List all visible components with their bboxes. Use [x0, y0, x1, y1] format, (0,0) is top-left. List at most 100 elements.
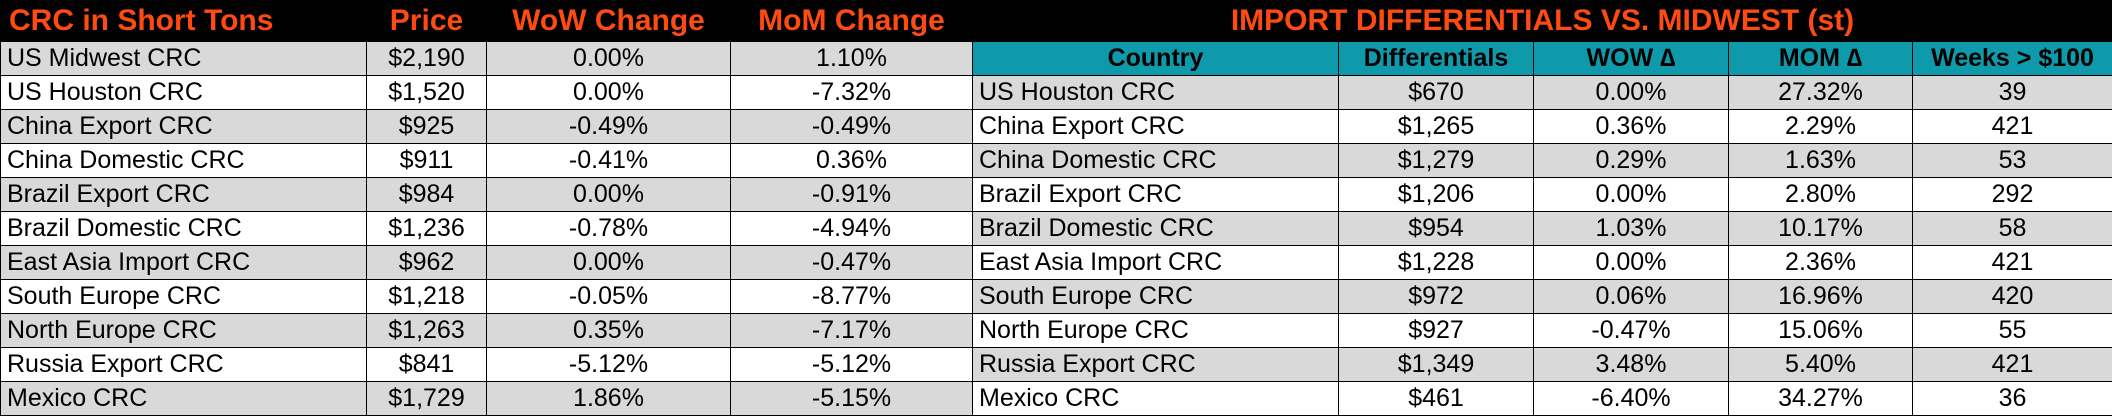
cell-diff: $927: [1338, 313, 1534, 348]
cell-wow: -0.49%: [486, 109, 731, 144]
import-differentials-table: IMPORT DIFFERENTIALS VS. MIDWEST (st) Co…: [971, 0, 2112, 416]
cell-wow: 0.00%: [486, 245, 731, 280]
cell-price: $1,263: [366, 313, 487, 348]
cell-wow: -6.40%: [1533, 381, 1729, 416]
cell-mom: 2.80%: [1728, 177, 1913, 212]
header-cell: MOM ∆: [1728, 41, 1913, 76]
cell-mom: 1.10%: [730, 41, 973, 76]
cell-diff: $954: [1338, 211, 1534, 246]
cell-mom: 34.27%: [1728, 381, 1913, 416]
cell-price: $962: [366, 245, 487, 280]
cell-name: China Export CRC: [972, 109, 1339, 144]
header-cell: Weeks > $100: [1911, 41, 2112, 76]
cell-diff: $1,279: [1338, 143, 1534, 178]
header-row: CRC in Short Tons Price WoW Change MoM C…: [0, 0, 973, 42]
cell-diff: $461: [1338, 381, 1534, 416]
cell-mom: 16.96%: [1728, 279, 1913, 314]
cell-mom: 1.63%: [1728, 143, 1913, 178]
cell-wow: 0.36%: [1533, 109, 1729, 144]
cell-mom: -8.77%: [730, 279, 973, 314]
cell-price: $2,190: [366, 41, 487, 76]
cell-price: $1,520: [366, 75, 487, 110]
subheader-row: Country Differentials WOW ∆ MOM ∆ Weeks …: [972, 41, 2112, 76]
cell-wow: 0.35%: [486, 313, 731, 348]
cell-mom: -7.17%: [730, 313, 973, 348]
cell-price: $911: [366, 143, 487, 178]
cell-price: $925: [366, 109, 487, 144]
table-row: China Domestic CRC $911 -0.41% 0.36%: [0, 143, 973, 178]
cell-mom: 0.36%: [730, 143, 973, 178]
cell-name: China Export CRC: [0, 109, 367, 144]
header-cell: Differentials: [1338, 41, 1534, 76]
cell-name: North Europe CRC: [0, 313, 367, 348]
cell-wow: 0.00%: [1533, 177, 1729, 212]
cell-mom: -4.94%: [730, 211, 973, 246]
cell-name: South Europe CRC: [972, 279, 1339, 314]
table-row: South Europe CRC $972 0.06% 16.96% 420: [972, 279, 2112, 314]
table-row: US Midwest CRC $2,190 0.00% 1.10%: [0, 41, 973, 76]
cell-weeks: 39: [1911, 75, 2112, 110]
cell-mom: 27.32%: [1728, 75, 1913, 110]
cell-mom: -5.12%: [730, 347, 973, 382]
cell-weeks: 421: [1911, 245, 2112, 280]
table-row: South Europe CRC $1,218 -0.05% -8.77%: [0, 279, 973, 314]
table-title: IMPORT DIFFERENTIALS VS. MIDWEST (st): [971, 0, 2112, 42]
table-row: North Europe CRC $927 -0.47% 15.06% 55: [972, 313, 2112, 348]
cell-wow: 0.29%: [1533, 143, 1729, 178]
cell-wow: 3.48%: [1533, 347, 1729, 382]
cell-mom: 15.06%: [1728, 313, 1913, 348]
cell-diff: $972: [1338, 279, 1534, 314]
cell-price: $984: [366, 177, 487, 212]
header-cell: Price: [366, 0, 487, 42]
cell-name: Brazil Domestic CRC: [0, 211, 367, 246]
cell-diff: $1,206: [1338, 177, 1534, 212]
header-cell: MoM Change: [730, 0, 973, 42]
cell-mom: -0.91%: [730, 177, 973, 212]
header-cell: Country: [972, 41, 1339, 76]
cell-name: Brazil Export CRC: [972, 177, 1339, 212]
table-row: China Export CRC $1,265 0.36% 2.29% 421: [972, 109, 2112, 144]
header-cell: CRC in Short Tons: [0, 0, 367, 42]
cell-mom: 2.36%: [1728, 245, 1913, 280]
cell-diff: $1,228: [1338, 245, 1534, 280]
crc-price-table: CRC in Short Tons Price WoW Change MoM C…: [0, 0, 973, 416]
table-row: North Europe CRC $1,263 0.35% -7.17%: [0, 313, 973, 348]
cell-price: $841: [366, 347, 487, 382]
table-row: Mexico CRC $461 -6.40% 34.27% 36: [972, 381, 2112, 416]
table-row: US Houston CRC $670 0.00% 27.32% 39: [972, 75, 2112, 110]
cell-mom: 10.17%: [1728, 211, 1913, 246]
cell-weeks: 421: [1911, 347, 2112, 382]
table-row: East Asia Import CRC $1,228 0.00% 2.36% …: [972, 245, 2112, 280]
header-cell: WoW Change: [486, 0, 731, 42]
cell-mom: -5.15%: [730, 381, 973, 416]
cell-name: China Domestic CRC: [0, 143, 367, 178]
cell-name: Russia Export CRC: [972, 347, 1339, 382]
cell-wow: 0.00%: [1533, 245, 1729, 280]
cell-weeks: 421: [1911, 109, 2112, 144]
table-row: US Houston CRC $1,520 0.00% -7.32%: [0, 75, 973, 110]
cell-wow: -0.47%: [1533, 313, 1729, 348]
cell-weeks: 58: [1911, 211, 2112, 246]
cell-name: Brazil Domestic CRC: [972, 211, 1339, 246]
cell-mom: -0.49%: [730, 109, 973, 144]
cell-wow: 0.00%: [486, 41, 731, 76]
cell-name: Mexico CRC: [972, 381, 1339, 416]
header-row: IMPORT DIFFERENTIALS VS. MIDWEST (st): [971, 0, 2112, 42]
cell-price: $1,218: [366, 279, 487, 314]
table-row: China Domestic CRC $1,279 0.29% 1.63% 53: [972, 143, 2112, 178]
cell-price: $1,729: [366, 381, 487, 416]
cell-wow: -0.78%: [486, 211, 731, 246]
cell-price: $1,236: [366, 211, 487, 246]
table-row: Mexico CRC $1,729 1.86% -5.15%: [0, 381, 973, 416]
cell-name: Russia Export CRC: [0, 347, 367, 382]
cell-wow: 0.06%: [1533, 279, 1729, 314]
table-row: Russia Export CRC $1,349 3.48% 5.40% 421: [972, 347, 2112, 382]
cell-wow: -0.05%: [486, 279, 731, 314]
cell-wow: -5.12%: [486, 347, 731, 382]
cell-wow: 1.86%: [486, 381, 731, 416]
cell-name: US Midwest CRC: [0, 41, 367, 76]
table-row: Russia Export CRC $841 -5.12% -5.12%: [0, 347, 973, 382]
table-row: Brazil Domestic CRC $1,236 -0.78% -4.94%: [0, 211, 973, 246]
cell-weeks: 55: [1911, 313, 2112, 348]
